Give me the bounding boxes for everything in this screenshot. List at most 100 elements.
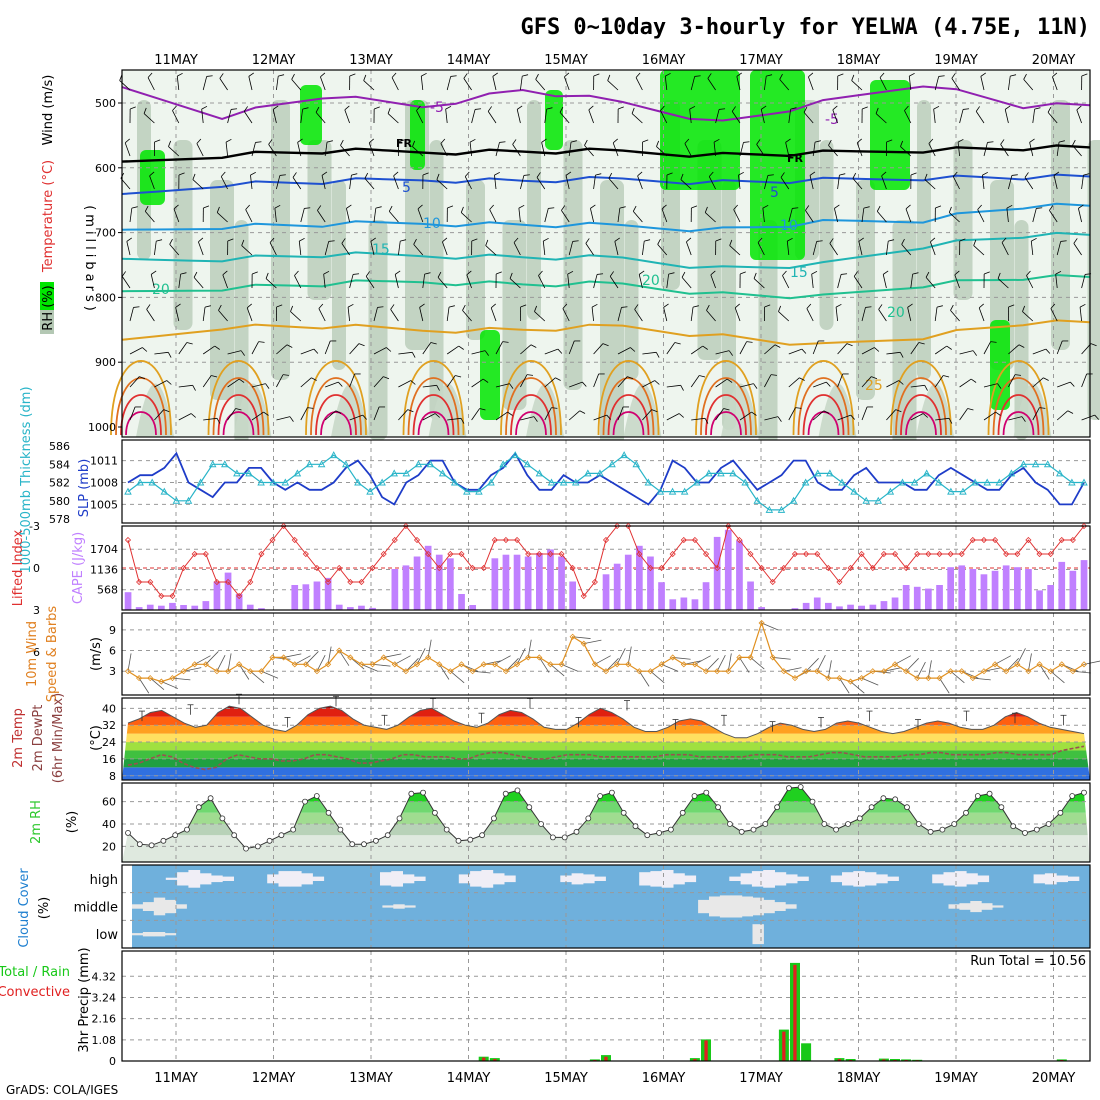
wind-barb	[220, 176, 228, 190]
contour-label: 5	[770, 185, 779, 201]
wind-barb-flag	[341, 238, 346, 244]
wind-barb-flag	[792, 207, 799, 209]
wind-barb-flag	[1079, 303, 1086, 308]
cloud-bar-high	[267, 874, 279, 884]
wind-barb	[861, 376, 872, 388]
thickness-point	[172, 496, 181, 504]
wind-barb-flag	[814, 140, 821, 143]
wind-barb	[176, 76, 180, 91]
cape-bar	[491, 558, 499, 610]
cape-bar	[713, 536, 721, 610]
wind-speed-point	[1014, 661, 1021, 668]
surface-temperature-contour	[997, 394, 1040, 436]
wind-barb	[509, 278, 521, 289]
wind-barb	[959, 378, 972, 388]
cape-bar	[836, 606, 843, 610]
cape-bar	[936, 585, 943, 610]
wind-barb-flag	[886, 139, 893, 143]
cloud-bar-low	[752, 924, 764, 945]
wind-barb	[494, 655, 511, 665]
wind-barb	[268, 144, 277, 157]
wind-speed-point	[992, 661, 999, 668]
wind-barb	[1055, 274, 1058, 289]
cloud-bar-middle	[175, 904, 187, 909]
thickness-point	[1043, 460, 1052, 468]
wind-barb-flag	[865, 306, 872, 308]
rh-point	[915, 821, 922, 827]
wind-speed-point	[447, 668, 454, 675]
wind-barb	[607, 80, 619, 91]
wind-barb-flag	[619, 206, 626, 209]
wind-barb-flag	[252, 271, 258, 275]
wind-barb-flag	[746, 341, 753, 343]
wind-speed-point	[425, 654, 432, 661]
wind-barb	[739, 383, 754, 388]
bottom-date-labels: 11MAY 12MAY 13MAY 14MAY 15MAY 16MAY 17MAY 18MAY…	[154, 1071, 1075, 1086]
top-date-label: 12MAY	[252, 53, 296, 68]
cape-bar	[825, 602, 832, 610]
lifted-index-point	[1025, 536, 1032, 544]
wind-barb	[584, 145, 594, 157]
wind-speed-point	[636, 668, 643, 675]
wind-barb-flag	[509, 383, 514, 389]
wind-barb-flag	[489, 204, 494, 210]
wind-speed-point	[347, 654, 354, 661]
surface-temperature-contour	[500, 360, 562, 436]
cape-axis-label: CAPE (J/kg)	[71, 532, 86, 604]
wind-barb	[1072, 670, 1091, 674]
wind-speed-point	[625, 661, 632, 668]
wind-axis-label: Wind (m/s)	[41, 75, 56, 146]
wind-speed-point	[936, 675, 943, 682]
wind-barb-flag	[543, 237, 549, 242]
thickness-point	[632, 460, 641, 468]
lifted-tick-label: -3	[29, 520, 40, 533]
rh-point	[408, 790, 415, 797]
wind-barb	[583, 639, 602, 645]
wind-barb-flag	[561, 205, 566, 211]
wind-barb	[323, 274, 326, 289]
wind-barb	[446, 76, 452, 91]
wind-barb-flag	[1078, 204, 1084, 209]
cape-bar	[691, 599, 699, 610]
cloud-bar-middle	[730, 895, 743, 918]
wind-barb	[788, 208, 793, 223]
wind-barb-flag	[834, 204, 840, 209]
thickness-point	[765, 505, 774, 513]
wind-speed-point	[1080, 661, 1088, 668]
wind-barb	[980, 76, 985, 91]
wind-barb-flag	[534, 305, 538, 312]
wind-barb	[1032, 208, 1037, 223]
cape-bar	[602, 574, 610, 610]
wind-barb-flag	[1004, 105, 1011, 110]
cloud-bar-high	[481, 870, 494, 888]
lifted-index-point	[1069, 536, 1076, 544]
wind-barb	[738, 175, 741, 190]
cloud-bar-low	[153, 932, 166, 937]
cape-bar	[235, 594, 243, 610]
rh-shade	[332, 180, 346, 370]
wind-barb	[829, 243, 838, 256]
wind-speed-point	[514, 661, 521, 668]
thickness-point	[196, 478, 205, 486]
wind-barb	[1078, 208, 1082, 223]
cape-bar	[413, 556, 421, 610]
cape-bar	[158, 605, 165, 610]
wind-barb	[950, 670, 965, 684]
wind-barb	[1029, 142, 1034, 157]
wind-barb	[146, 309, 155, 322]
cloud-bar-middle	[393, 904, 405, 909]
lifted-index-point	[425, 550, 432, 558]
cloud-bar-high	[470, 871, 482, 887]
wind-barb	[1081, 343, 1092, 355]
wind-barb	[518, 208, 521, 223]
wind-barb-flag	[957, 138, 964, 143]
cape-bar	[702, 582, 710, 610]
panel-background	[122, 440, 1090, 523]
lifted-index-point	[947, 550, 954, 558]
wind-barb-flag	[320, 72, 326, 78]
surface-temperature-contour	[125, 411, 157, 436]
cloud-bar-high	[853, 871, 866, 887]
wind-barb-flag	[180, 272, 187, 275]
wind-barb	[886, 409, 897, 421]
